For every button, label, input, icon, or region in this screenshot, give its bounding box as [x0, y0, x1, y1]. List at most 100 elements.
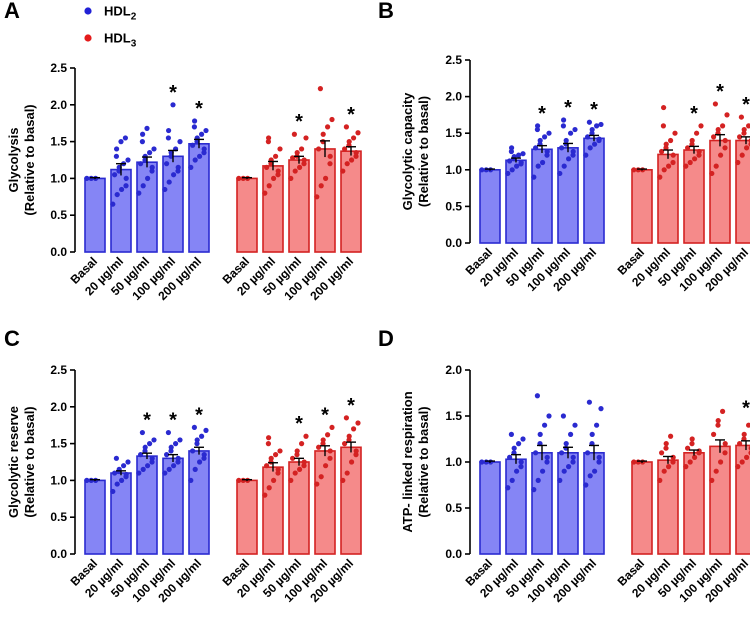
data-point-hdl2	[170, 102, 176, 108]
data-point-hdl2	[149, 455, 155, 461]
data-point-hdl2	[568, 130, 574, 136]
data-point-hdl3	[685, 445, 691, 451]
y-tick-label: 2.0	[50, 400, 67, 414]
data-point-hdl3	[661, 104, 667, 111]
bar-hdl2-3	[557, 147, 579, 244]
data-point-hdl2	[114, 191, 120, 198]
data-point-hdl3	[746, 123, 750, 129]
data-point-hdl3	[739, 152, 745, 158]
data-point-hdl2	[533, 145, 539, 151]
data-point-hdl3	[325, 124, 331, 130]
data-point-hdl2	[192, 157, 198, 163]
data-point-hdl3	[303, 135, 309, 141]
data-point-hdl3	[343, 124, 349, 130]
data-point-hdl3	[744, 145, 750, 151]
data-point-hdl2	[587, 473, 593, 479]
data-point-hdl2	[121, 463, 127, 469]
bar-hdl3-0	[236, 479, 258, 555]
significance-star: *	[169, 82, 177, 104]
panel-C: C 0.0 0.5 1.0 1.5 2.0 2.5 Glycolytic reserve (Re…	[4, 326, 362, 605]
data-point-hdl2	[534, 126, 541, 133]
data-point-hdl3	[297, 466, 303, 472]
data-point-hdl2	[546, 130, 552, 136]
data-point-hdl2	[139, 139, 145, 145]
data-point-hdl3	[696, 448, 702, 454]
data-point-hdl3	[292, 470, 298, 476]
data-point-hdl2	[540, 159, 546, 166]
data-point-hdl2	[201, 150, 207, 156]
data-point-hdl2	[125, 157, 131, 163]
data-point-hdl2	[518, 159, 524, 166]
data-point-hdl3	[722, 145, 728, 151]
data-point-hdl2	[164, 161, 170, 167]
data-point-hdl2	[192, 466, 198, 472]
data-point-hdl2	[119, 186, 125, 193]
data-point-hdl3	[277, 146, 283, 152]
data-point-hdl3	[291, 131, 297, 137]
data-point-hdl3	[735, 159, 741, 166]
data-point-hdl3	[342, 441, 348, 447]
data-point-hdl3	[672, 130, 678, 136]
data-point-hdl3	[340, 477, 346, 483]
data-point-hdl3	[713, 163, 719, 169]
data-point-hdl2	[572, 422, 578, 428]
data-point-hdl2	[516, 152, 522, 158]
significance-star: *	[169, 410, 177, 432]
data-point-hdl3	[689, 141, 695, 147]
data-point-hdl3	[266, 183, 272, 189]
data-point-hdl3	[715, 126, 721, 133]
data-point-hdl2	[542, 422, 548, 428]
data-point-hdl2	[585, 134, 591, 140]
bar-hdl2-0	[84, 479, 106, 555]
data-point-hdl3	[666, 464, 672, 470]
data-point-hdl2	[171, 463, 177, 469]
data-point-hdl2	[175, 164, 181, 170]
data-point-hdl2	[194, 441, 200, 447]
data-point-hdl3	[718, 152, 724, 158]
data-point-hdl3	[262, 492, 268, 498]
data-point-hdl3	[349, 157, 355, 163]
y-tick-label: 0.5	[50, 510, 67, 524]
y-axis-label: Glycolysis	[6, 127, 21, 192]
data-point-hdl3	[353, 150, 359, 156]
data-point-hdl2	[142, 448, 148, 454]
data-point-hdl2	[197, 459, 203, 465]
data-point-hdl2	[171, 172, 177, 178]
data-point-hdl2	[136, 470, 142, 476]
data-point-hdl2	[479, 459, 485, 465]
panel-letter-A: A	[4, 0, 20, 23]
data-point-hdl2	[149, 164, 155, 170]
y-tick-label: 2.0	[445, 90, 462, 104]
data-point-hdl2	[505, 485, 511, 491]
data-point-hdl2	[531, 487, 537, 493]
data-point-hdl2	[557, 477, 563, 483]
data-point-hdl2	[596, 459, 602, 465]
data-point-hdl3	[236, 175, 242, 181]
bar-hdl2-4	[188, 143, 210, 253]
data-point-hdl3	[316, 444, 322, 450]
data-point-hdl3	[344, 161, 350, 167]
data-point-hdl2	[514, 163, 520, 169]
data-point-hdl2	[168, 153, 174, 159]
data-point-hdl2	[203, 127, 209, 134]
data-point-hdl2	[585, 450, 591, 456]
data-point-hdl2	[535, 123, 541, 129]
data-point-hdl2	[544, 148, 550, 155]
significance-star: *	[690, 103, 698, 125]
data-point-hdl3	[316, 146, 322, 152]
y-tick-label: 0.0	[445, 236, 462, 250]
bar-hdl3-2	[288, 461, 310, 555]
data-point-hdl3	[663, 441, 669, 447]
panel-D: D 0.0 0.5 1.0 1.5 2.0 ATP- linked respiration(…	[378, 326, 750, 605]
data-point-hdl2	[162, 470, 168, 476]
data-point-hdl3	[268, 455, 274, 461]
data-point-hdl3	[290, 155, 296, 161]
data-point-hdl3	[663, 141, 669, 147]
data-point-hdl2	[507, 158, 513, 164]
data-point-hdl2	[566, 464, 572, 470]
data-point-hdl2	[113, 455, 119, 461]
data-point-hdl3	[661, 167, 667, 173]
data-point-hdl3	[696, 148, 702, 155]
data-point-hdl3	[288, 175, 294, 181]
